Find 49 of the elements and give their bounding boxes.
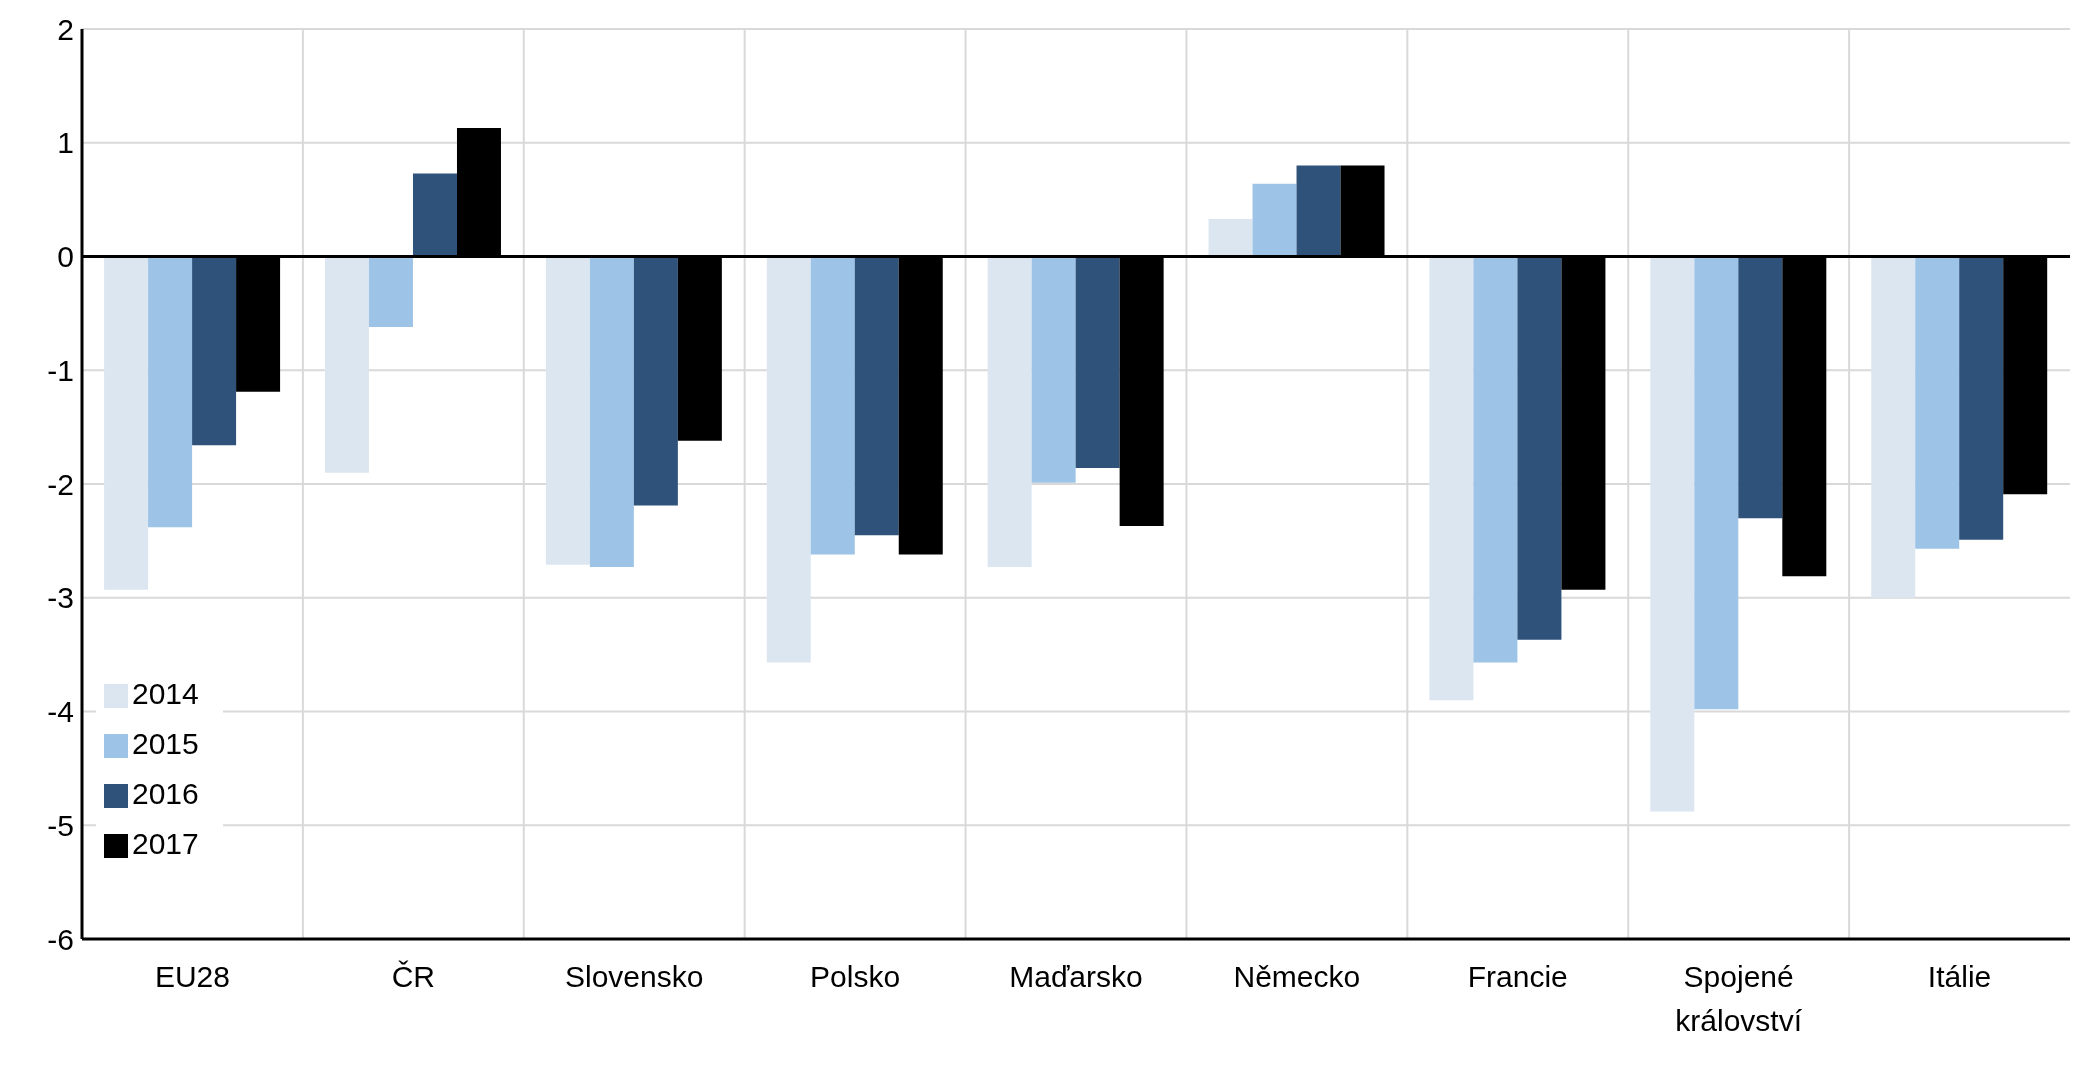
bar [810,256,855,555]
x-tick-label: Slovensko [565,960,704,993]
bar [1208,218,1253,257]
bar [104,256,149,590]
y-tick-label: -6 [47,922,74,956]
bar [766,256,811,663]
bar [148,256,193,528]
legend-label: 2017 [132,827,199,860]
x-tick-label: Francie [1467,960,1568,993]
bar [1031,256,1076,483]
bar [1517,256,1562,640]
bar [1915,256,1960,549]
x-tick-label: Spojené království [1675,960,1803,1037]
bar [412,173,457,257]
legend-label: 2015 [132,727,199,760]
bar [1694,256,1739,710]
bar [368,256,413,328]
x-tick-label: Německo [1233,960,1361,993]
y-tick-label: -4 [47,695,74,729]
x-tick-label: Maďarsko [1009,960,1143,993]
bar [1959,256,2004,540]
bar [1738,256,1783,519]
bar [854,256,899,536]
y-tick-label: -2 [47,467,74,501]
x-tick-label: ČR [391,960,436,993]
bar [1296,165,1341,257]
legend-label: 2016 [132,777,199,810]
y-tick-label: 0 [57,240,74,274]
x-tick-label: Polsko [810,960,901,993]
x-tick-label: Itálie [1927,960,1992,993]
bar [1075,256,1120,469]
y-tick-label: -3 [47,581,74,615]
bar [192,256,237,446]
bar [1252,183,1297,257]
y-tick-label: 1 [57,126,74,160]
bar [1871,256,1916,598]
bar [589,256,634,568]
bar [1473,256,1518,663]
y-tick-label: 2 [57,12,74,46]
bar [324,256,369,473]
bar [545,256,590,565]
y-tick-label: -5 [47,808,74,842]
bar [987,256,1032,568]
bar [633,256,678,506]
y-tick-label: -1 [47,353,74,387]
legend-label: 2014 [132,677,199,710]
bar [1650,256,1695,812]
bar [1429,256,1474,701]
x-tick-label: EU28 [154,960,230,993]
